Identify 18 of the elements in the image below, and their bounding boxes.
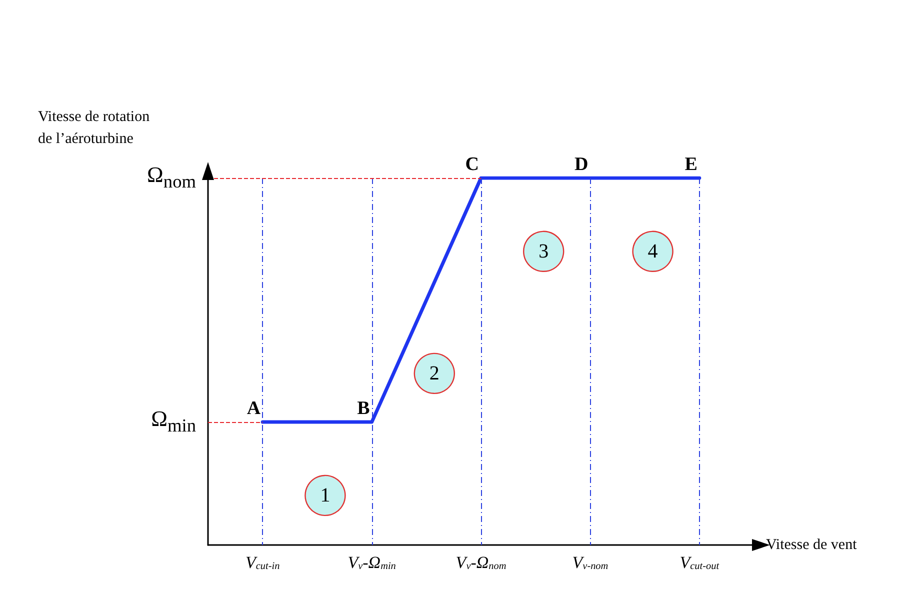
annotation: E xyxy=(684,154,698,175)
annotation: 2 xyxy=(429,362,440,384)
annotation: B xyxy=(357,398,370,420)
x-tick-label: Vcut-out xyxy=(680,552,720,572)
x-tick-label: Vcut-in xyxy=(246,552,280,572)
ref-line-label: Ω$_{min}$ xyxy=(151,406,196,438)
x-tick-label: Vv-Ωnom xyxy=(456,552,506,572)
x-axis-title: Vitesse de vent xyxy=(766,537,858,553)
x-tick-label: Vv-Ωmin xyxy=(348,552,396,572)
annotation: 4 xyxy=(648,240,658,262)
annotation: D xyxy=(574,154,588,175)
y-axis-title: Vitesse de rotation de l’aéroturbine xyxy=(38,109,150,147)
ref-line-label: Ω$_{nom}$ xyxy=(147,162,196,194)
annotation: 1 xyxy=(320,484,330,506)
annotation: 3 xyxy=(538,240,549,262)
x-tick-label: Vv-nom xyxy=(572,552,608,572)
annotation: C xyxy=(465,154,479,175)
annotation: A xyxy=(246,398,261,420)
